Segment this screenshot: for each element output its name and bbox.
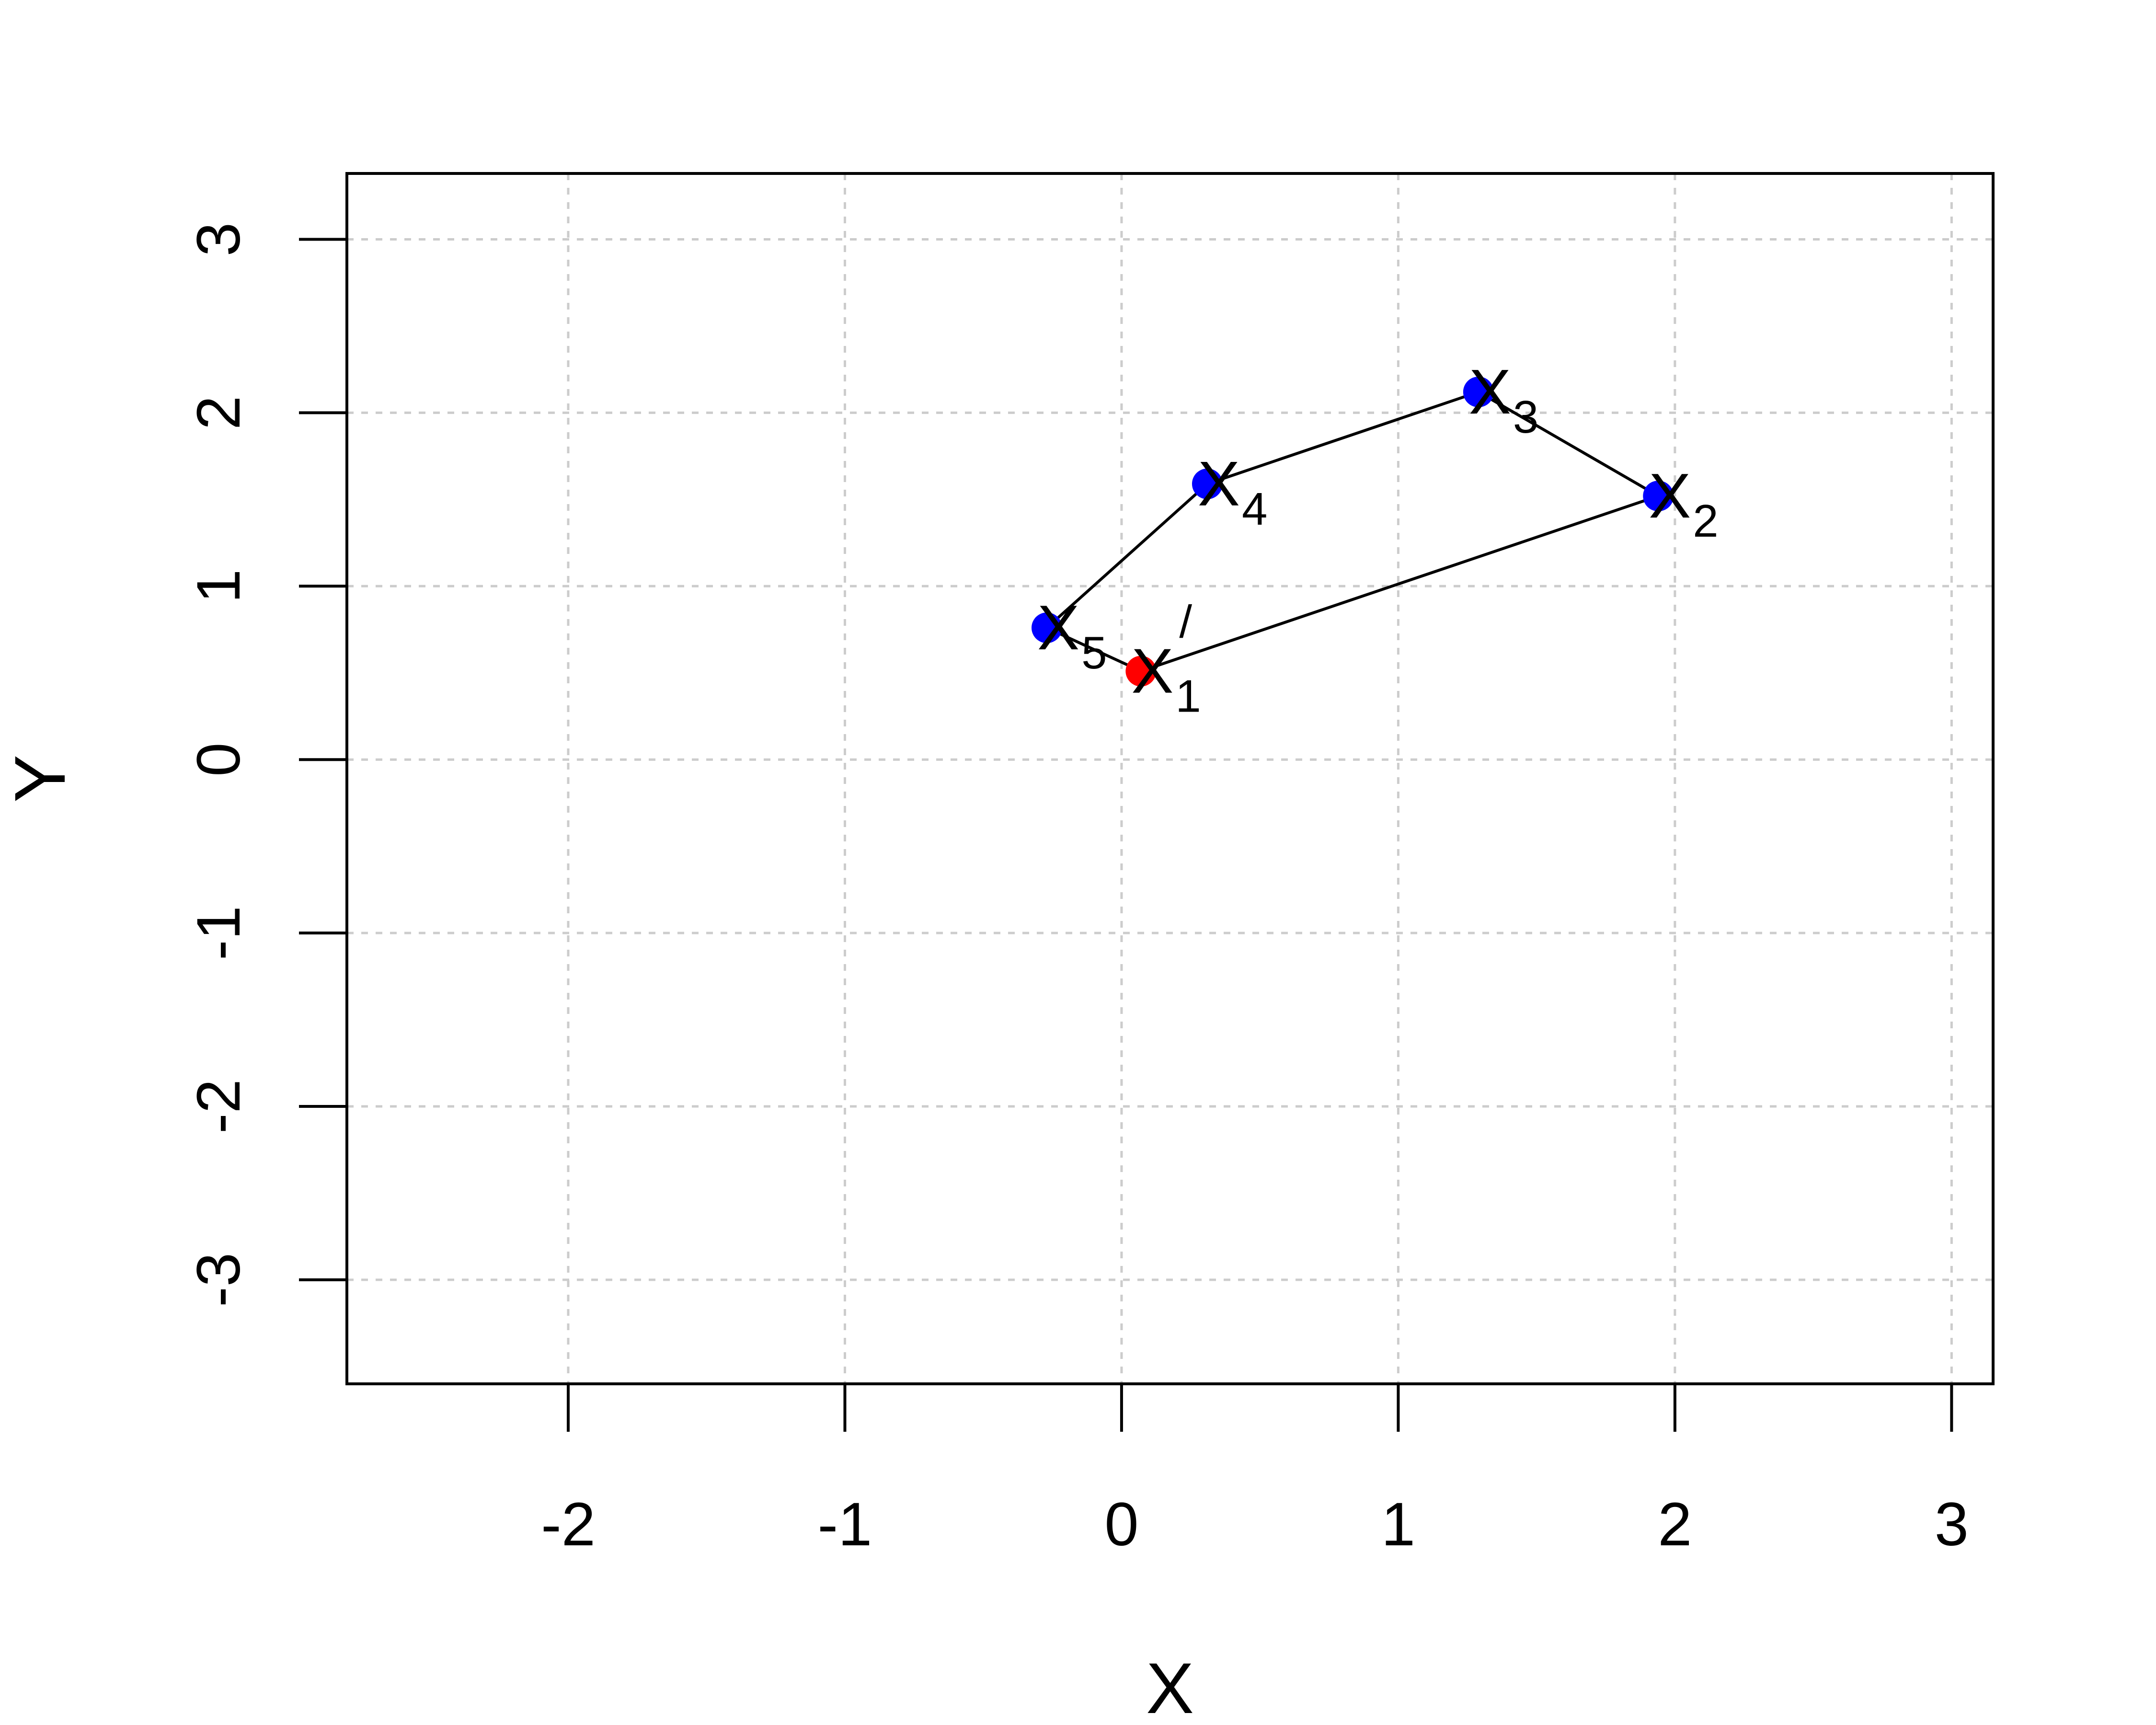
plot-frame: [345, 172, 1995, 1385]
point-label-5: X5: [1037, 592, 1107, 678]
point-label-base: X: [1198, 448, 1240, 519]
connecting-path: [1044, 390, 1662, 673]
data-point-5: [1032, 612, 1063, 644]
y-tick-label: 1: [184, 569, 253, 603]
y-tick-label: 0: [184, 743, 253, 777]
y-axis-title: Y: [0, 755, 80, 803]
data-point-1: [1125, 656, 1157, 687]
y-tick-label: 3: [184, 222, 253, 256]
point-label-1: X1: [1131, 636, 1201, 722]
point-label-base: X: [1469, 356, 1511, 427]
axis-ticks: -2 -1 0 1 2 3 -3 -2 -1 0 1 2 3: [184, 222, 1969, 1559]
data-point-2: [1643, 481, 1674, 512]
point-label-2: X2: [1649, 460, 1718, 547]
y-tick-label: -2: [184, 1079, 253, 1134]
data-point-3: [1463, 376, 1494, 407]
connecting-line: [1044, 390, 1662, 673]
point-label-subscript: 5: [1081, 627, 1107, 678]
point-label-subscript: 4: [1242, 483, 1267, 535]
point-label-subscript: 3: [1513, 391, 1538, 443]
y-tick-label: 2: [184, 396, 253, 430]
point-label-subscript: 2: [1693, 495, 1718, 547]
point-label-4: X4: [1198, 448, 1267, 535]
x-tick-label: 3: [1935, 1490, 1969, 1559]
data-point-4: [1192, 468, 1223, 499]
y-tick-label: -1: [184, 906, 253, 960]
x-tick-label: -1: [818, 1490, 872, 1559]
point-label-base: X: [1037, 592, 1079, 663]
x-tick-label: 0: [1104, 1490, 1138, 1559]
point-label-3: X3: [1469, 356, 1538, 443]
x-tick-label: 2: [1658, 1490, 1692, 1559]
point-label-base: X: [1131, 636, 1173, 706]
point-label-superscript: /: [1179, 597, 1192, 648]
point-label-subscript: 1: [1175, 671, 1201, 722]
y-tick-label: -3: [184, 1253, 253, 1307]
grid-lines: [347, 173, 1993, 1384]
x-tick-label: -2: [541, 1490, 596, 1559]
x-axis-title: X: [1146, 1648, 1194, 1725]
x-tick-label: 1: [1381, 1490, 1415, 1559]
point-label-base: X: [1649, 460, 1691, 531]
